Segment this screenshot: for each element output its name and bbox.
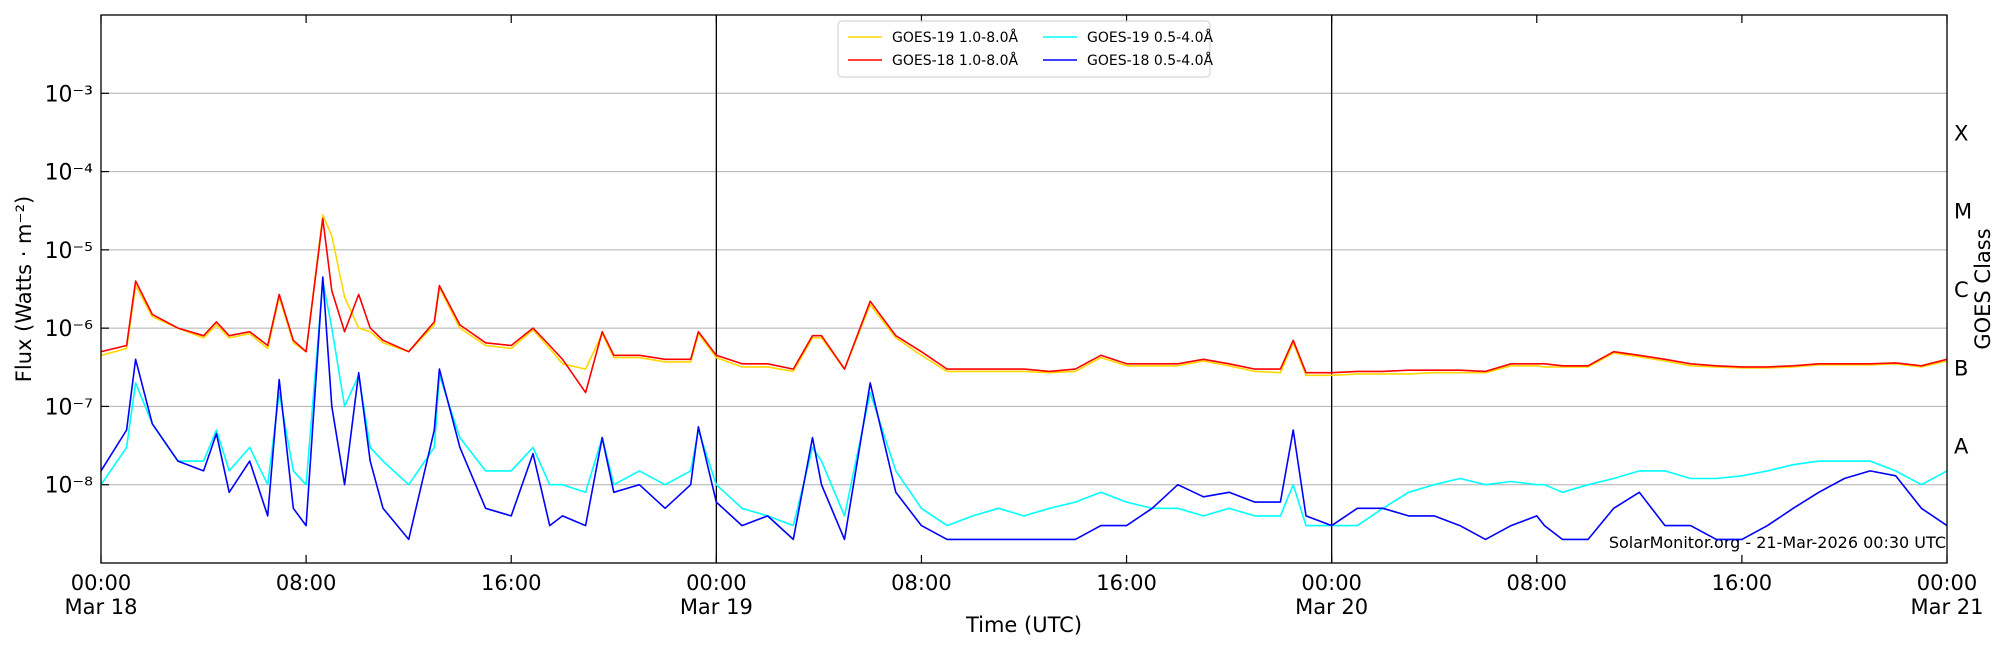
series-line [101, 276, 1947, 541]
y-tick-label: 10⁻⁶ [45, 317, 94, 342]
y-tick-label: 10⁻⁷ [45, 395, 93, 420]
legend-label: GOES-19 0.5-4.0Å [1087, 29, 1213, 46]
series-line [101, 280, 1947, 527]
x-tick-label: 08:00 [1506, 571, 1568, 595]
series-line [101, 214, 1947, 377]
plot-frame [100, 14, 1948, 564]
x-tick-label: 08:00 [891, 571, 952, 595]
x-tick-label: 08:00 [275, 571, 337, 595]
legend-label: GOES-19 1.0-8.0Å [892, 29, 1018, 46]
plot-lines [101, 214, 1947, 541]
x-tick-label: 00:00 Mar 20 [1295, 571, 1369, 619]
legend-label: GOES-18 0.5-4.0Å [1087, 52, 1213, 69]
y-axis-label: Flux (Watts · m⁻²) [12, 196, 36, 382]
y2-axis-label: GOES Class [1971, 228, 1995, 349]
x-tick-label: 00:00 Mar 21 [1910, 571, 1984, 619]
y-tick-label: 10⁻³ [45, 82, 93, 107]
legend-box [837, 20, 1211, 78]
x-tick-label: 16:00 [1711, 571, 1773, 595]
x-tick-label: 16:00 [1096, 571, 1157, 595]
class-label: A [1954, 435, 1969, 459]
x-axis-label: Time (UTC) [965, 613, 1082, 637]
x-tick-label: 16:00 [480, 571, 542, 595]
class-label: M [1954, 200, 1972, 224]
series-line [101, 217, 1947, 394]
class-label: X [1954, 121, 1968, 145]
watermark: SolarMonitor.org - 21-Mar-2026 00:30 UTC [1609, 533, 1946, 552]
x-tick-label: 00:00 Mar 19 [679, 571, 753, 619]
y-tick-label: 10⁻⁸ [45, 474, 94, 499]
class-label: B [1954, 356, 1968, 380]
y-tick-label: 10⁻⁵ [45, 239, 93, 264]
legend-label: GOES-18 1.0-8.0Å [892, 52, 1018, 69]
x-tick-label: 00:00 Mar 18 [64, 571, 138, 619]
class-label: C [1954, 278, 1969, 302]
y-tick-label: 10⁻⁴ [45, 161, 94, 186]
